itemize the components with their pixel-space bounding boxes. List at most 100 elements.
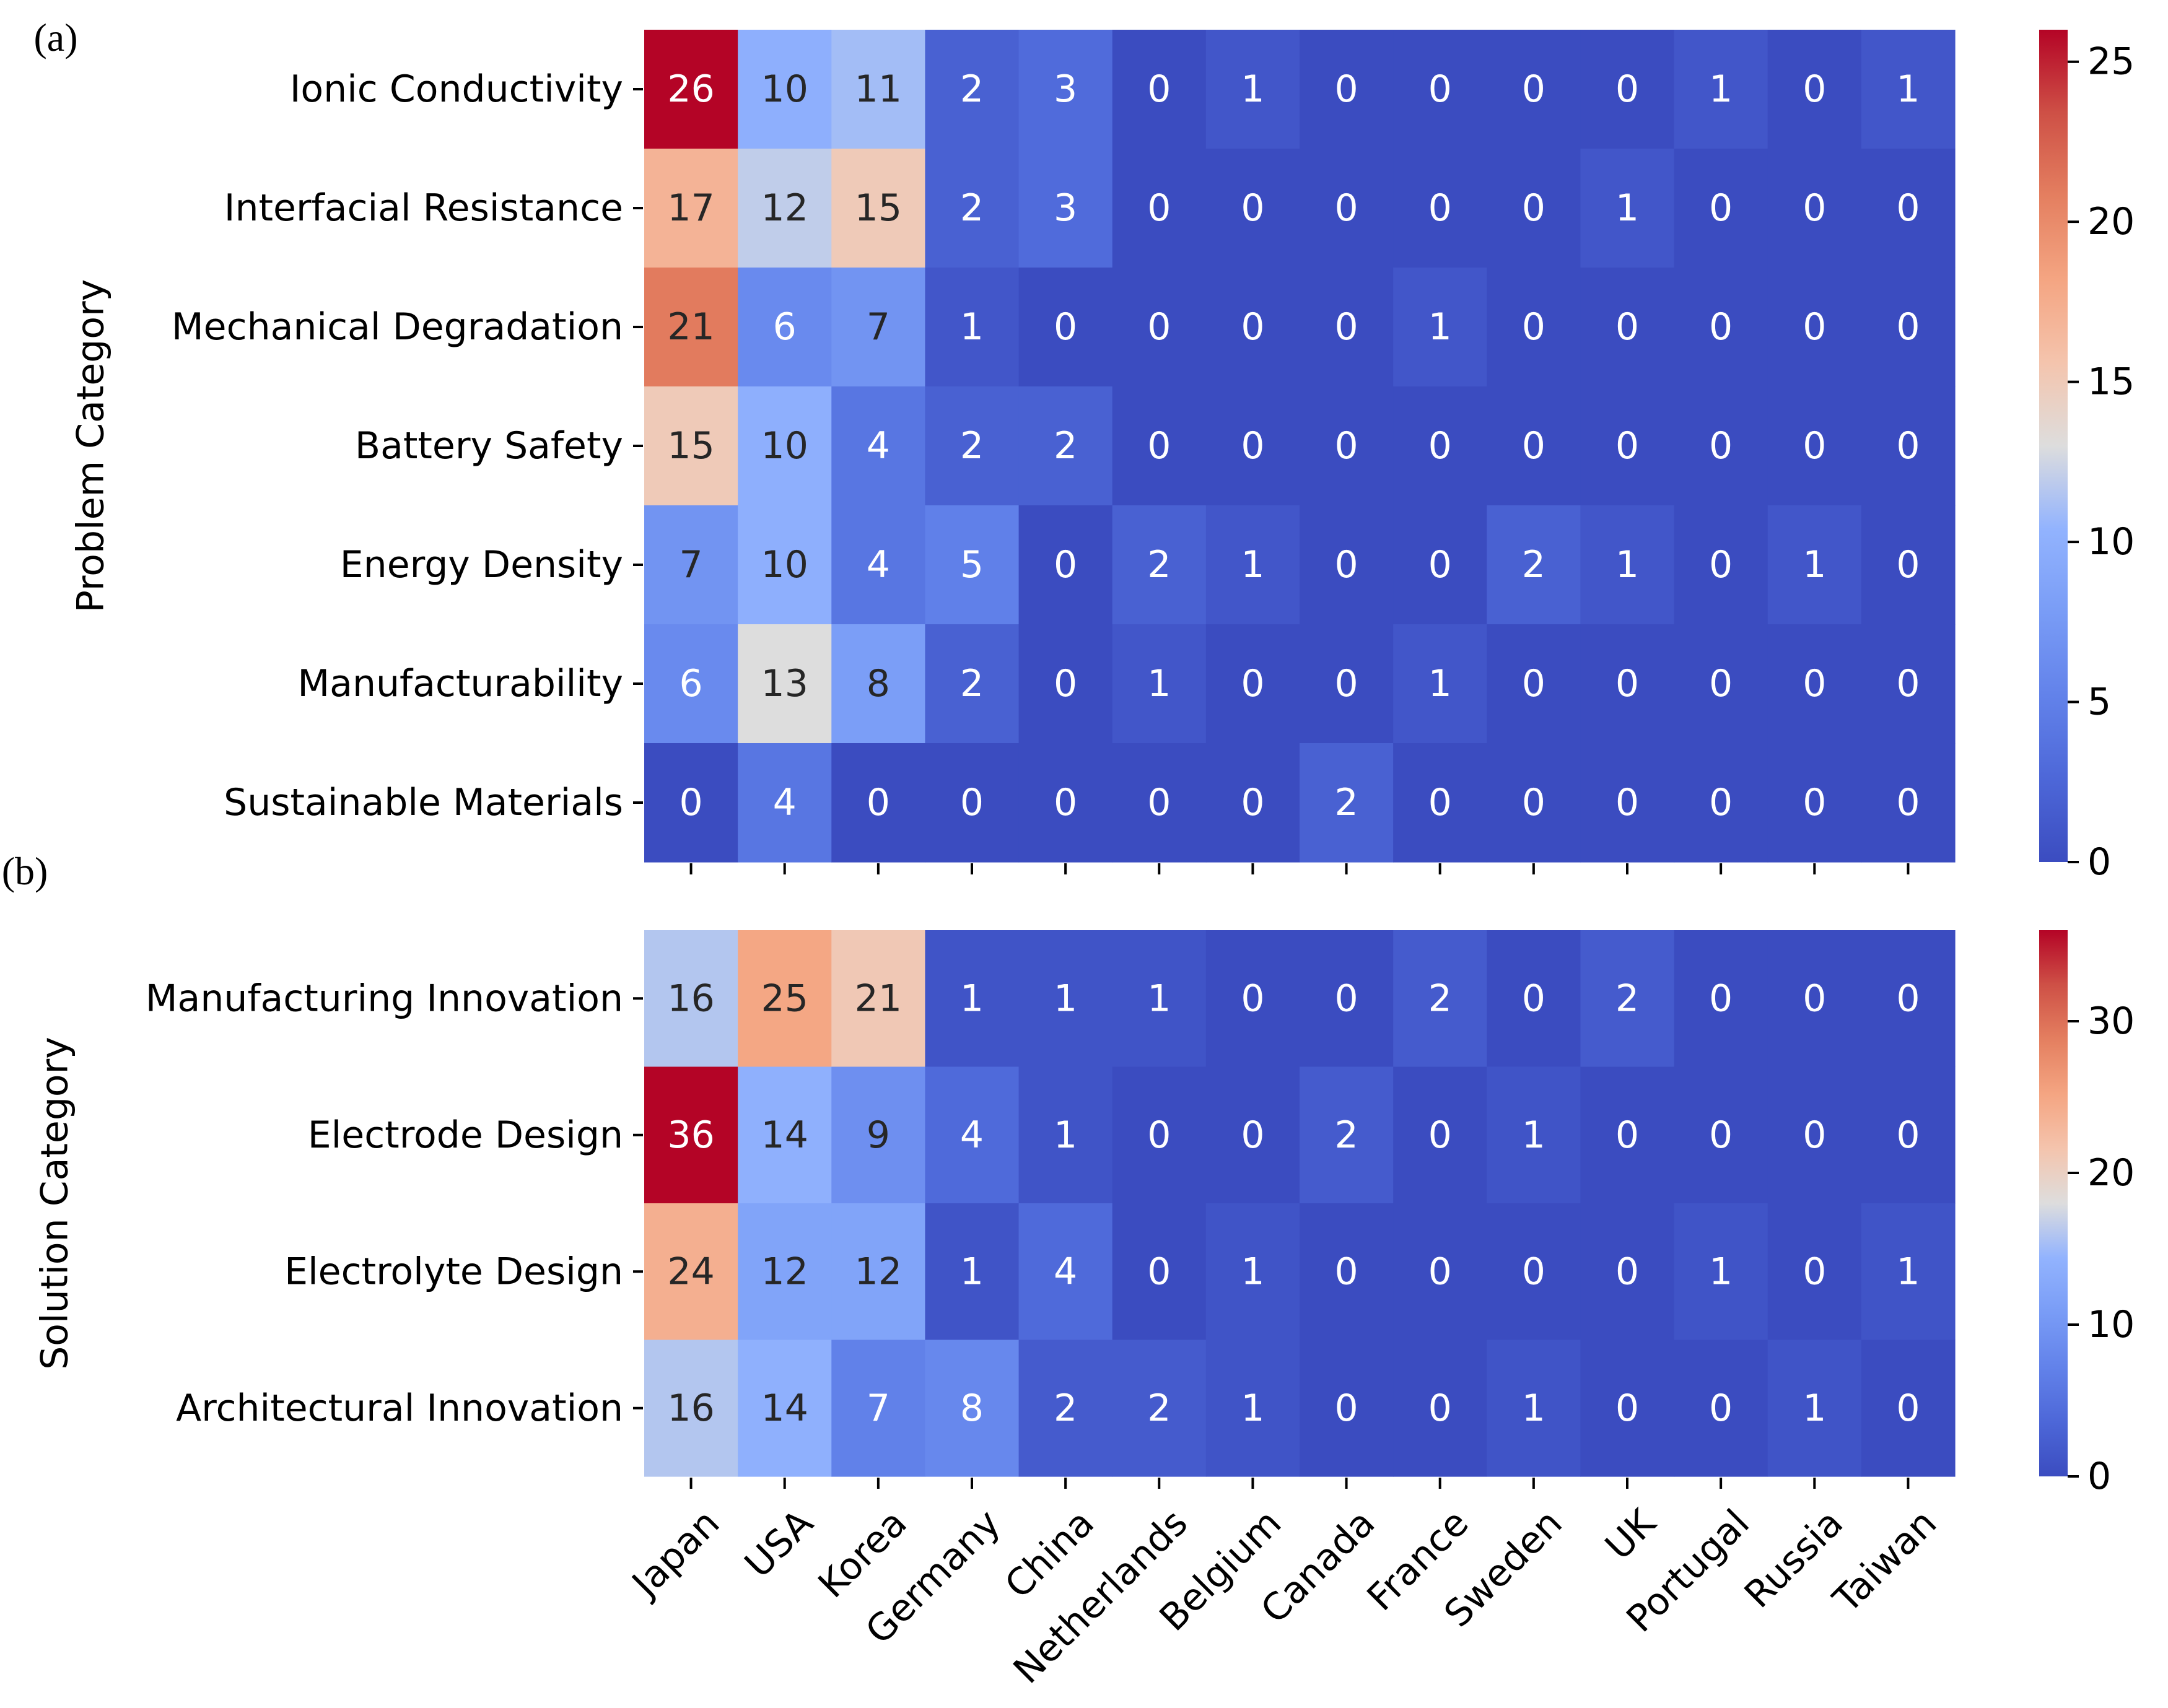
- heatmap-cell: [925, 743, 1020, 863]
- cell-value-label: 0: [1709, 305, 1733, 349]
- cell-value-label: 0: [1803, 186, 1826, 230]
- heatmap-cell: [1205, 1340, 1300, 1477]
- cell-value-label: 0: [1428, 186, 1452, 230]
- cell-value-label: 2: [1334, 1113, 1358, 1157]
- cell-value-label: 7: [867, 305, 890, 349]
- heatmap-cell: [1861, 149, 1956, 268]
- heatmap-cell: [831, 743, 926, 863]
- cell-value-label: 1: [1241, 1387, 1264, 1430]
- heatmap-cell: [831, 386, 926, 506]
- cell-value-label: 0: [1428, 68, 1452, 111]
- heatmap-cell: [1018, 1066, 1113, 1204]
- cell-value-label: 0: [1147, 68, 1171, 111]
- heatmap-cell: [1018, 268, 1113, 387]
- cell-value-label: 0: [1241, 186, 1264, 230]
- cell-value-label: 9: [867, 1113, 890, 1157]
- heatmap-cell: [1767, 149, 1862, 268]
- cell-value-label: 0: [1615, 1250, 1639, 1293]
- heatmap-cell: [644, 1066, 738, 1204]
- cell-value-label: 0: [1241, 977, 1264, 1020]
- heatmap-cell: [738, 930, 832, 1068]
- y-tick-label: Manufacturability: [297, 662, 623, 705]
- cell-value-label: 0: [867, 781, 890, 824]
- colorbar-tick-label: 0: [2087, 1455, 2111, 1498]
- cell-value-label: 0: [1709, 1387, 1733, 1430]
- cell-value-label: 0: [1709, 424, 1733, 468]
- heatmap-cell: [1767, 743, 1862, 863]
- heatmap-cell: [1861, 743, 1956, 863]
- cell-value-label: 0: [1803, 1250, 1826, 1293]
- heatmap-cell: [644, 505, 738, 625]
- heatmap-cell: [1487, 743, 1581, 863]
- heatmap-cell: [1861, 30, 1956, 149]
- cell-value-label: 1: [1147, 977, 1171, 1020]
- cell-value-label: 0: [1147, 781, 1171, 824]
- heatmap-cell: [1674, 30, 1768, 149]
- heatmap-cell: [1300, 1340, 1394, 1477]
- heatmap-cell: [1205, 505, 1300, 625]
- y-tick-label: Energy Density: [340, 543, 623, 586]
- cell-value-label: 2: [1615, 977, 1639, 1020]
- heatmap-cell: [831, 1203, 926, 1341]
- cell-value-label: 0: [1709, 662, 1733, 705]
- cell-value-label: 0: [1428, 424, 1452, 468]
- heatmap-cell: [738, 1203, 832, 1341]
- heatmap-cell: [1300, 30, 1394, 149]
- heatmap-cell: [1487, 1203, 1581, 1341]
- heatmap-cell: [1205, 30, 1300, 149]
- cell-value-label: 0: [1241, 424, 1264, 468]
- heatmap-cell: [738, 505, 832, 625]
- cell-value-label: 2: [960, 424, 984, 468]
- cell-value-label: 0: [1334, 1387, 1358, 1430]
- cell-value-label: 0: [1334, 543, 1358, 586]
- cell-value-label: 0: [1522, 1250, 1545, 1293]
- panel-label: (b): [2, 849, 48, 893]
- heatmap-cell: [1300, 743, 1394, 863]
- cell-value-label: 0: [1334, 1250, 1358, 1293]
- colorbar-tick-label: 10: [2087, 520, 2135, 564]
- cell-value-label: 0: [1241, 662, 1264, 705]
- cell-value-label: 14: [761, 1113, 808, 1157]
- heatmap-cell: [831, 1340, 926, 1477]
- cell-value-label: 7: [679, 543, 702, 586]
- cell-value-label: 25: [761, 977, 808, 1020]
- cell-value-label: 12: [761, 1250, 808, 1293]
- cell-value-label: 4: [773, 781, 797, 824]
- heatmap-cell: [1861, 505, 1956, 625]
- cell-value-label: 8: [960, 1387, 984, 1430]
- cell-value-label: 0: [1428, 1113, 1452, 1157]
- heatmap-cell: [1300, 386, 1394, 506]
- cell-value-label: 0: [1054, 543, 1077, 586]
- cell-value-label: 0: [1896, 662, 1920, 705]
- heatmap-cell: [1767, 30, 1862, 149]
- cell-value-label: 16: [667, 977, 714, 1020]
- heatmap-cell: [1487, 268, 1581, 387]
- cell-value-label: 1: [1428, 662, 1452, 705]
- heatmap-cell: [925, 505, 1020, 625]
- cell-value-label: 0: [1334, 305, 1358, 349]
- heatmap-cell: [1674, 930, 1768, 1068]
- heatmap-cell: [1767, 1203, 1862, 1341]
- cell-value-label: 1: [1522, 1113, 1545, 1157]
- heatmap-cell: [738, 268, 832, 387]
- heatmap-cell: [1580, 1203, 1675, 1341]
- cell-value-label: 2: [1054, 1387, 1077, 1430]
- cell-value-label: 1: [1241, 1250, 1264, 1293]
- heatmap-cell: [644, 743, 738, 863]
- cell-value-label: 0: [1615, 662, 1639, 705]
- heatmap-cell: [1580, 930, 1675, 1068]
- cell-value-label: 0: [1803, 305, 1826, 349]
- heatmap-cell: [1205, 268, 1300, 387]
- y-tick-label: Sustainable Materials: [224, 781, 623, 824]
- heatmap-cell: [1393, 1203, 1487, 1341]
- cell-value-label: 26: [667, 68, 714, 111]
- heatmap-cell: [1861, 930, 1956, 1068]
- cell-value-label: 4: [960, 1113, 984, 1157]
- heatmap-cell: [831, 149, 926, 268]
- heatmap-cell: [1580, 1066, 1675, 1204]
- heatmap-cell: [1487, 505, 1581, 625]
- cell-value-label: 1: [1896, 1250, 1920, 1293]
- heatmap-cell: [1674, 505, 1768, 625]
